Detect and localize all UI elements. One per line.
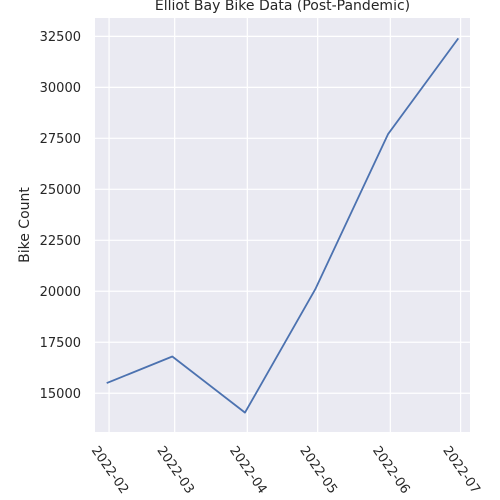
x-tick-labels: 2022-02 2022-03 2022-04 2022-05 2022-06 2022-…	[88, 444, 483, 497]
x-tick-label: 2022-04	[226, 444, 269, 497]
y-tick-label: 30000	[40, 81, 81, 96]
grid-lines	[95, 18, 470, 432]
x-tick-label: 2022-03	[153, 444, 196, 497]
y-tick-label: 32500	[40, 30, 81, 45]
x-tick-label: 2022-06	[369, 444, 412, 497]
chart-title: Elliot Bay Bike Data (Post-Pandemic)	[155, 0, 410, 14]
y-tick-label: 22500	[40, 234, 81, 249]
y-axis-label: Bike Count	[17, 187, 33, 263]
y-tick-labels: 15000 17500 20000 22500 25000 27500 30000 32500	[40, 30, 81, 402]
x-tick-label: 2022-05	[296, 444, 339, 497]
y-tick-label: 25000	[40, 183, 81, 198]
y-tick-label: 17500	[40, 336, 81, 351]
series-layer	[106, 37, 460, 414]
plot-area	[95, 18, 470, 432]
y-tick-label: 15000	[40, 387, 81, 402]
x-tick-label: 2022-07	[439, 444, 482, 497]
y-tick-label: 20000	[40, 285, 81, 300]
y-tick-label: 27500	[40, 132, 81, 147]
x-tick-label: 2022-02	[88, 444, 131, 497]
series-line	[106, 37, 460, 414]
